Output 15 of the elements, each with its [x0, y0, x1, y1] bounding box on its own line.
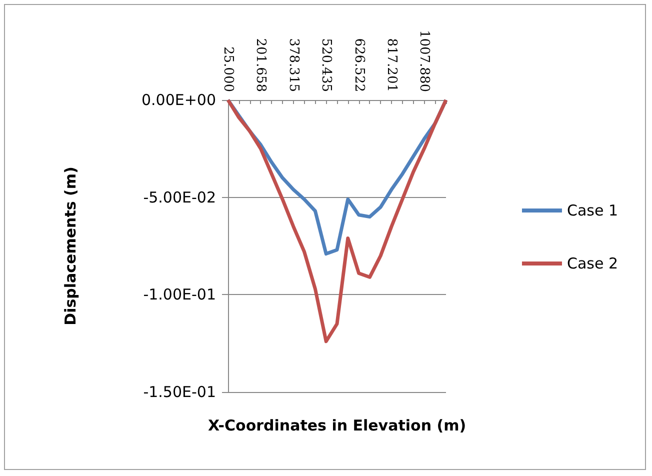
x-tick-label: 817.201 — [384, 38, 399, 92]
x-tick-label: 1007.880 — [416, 30, 432, 92]
x-axis-title: X-Coordinates in Elevation (m) — [208, 416, 466, 434]
y-tick-label: 0.00E+00 — [141, 91, 216, 109]
y-axis-title: Displacements (m) — [62, 166, 80, 326]
x-tick-label: 626.522 — [351, 38, 366, 92]
legend-label: Case 2 — [566, 254, 618, 272]
y-tick-label: -1.00E-01 — [143, 286, 216, 304]
x-tick-label: 201.658 — [253, 38, 268, 92]
y-tick-label: -1.50E-01 — [143, 383, 216, 401]
x-tick-label: 25.000 — [220, 46, 236, 92]
x-tick-label: 520.435 — [318, 38, 334, 92]
y-tick-label: -5.00E-02 — [143, 188, 216, 206]
x-tick-label: 378.315 — [286, 38, 301, 92]
legend-label: Case 1 — [566, 202, 618, 220]
